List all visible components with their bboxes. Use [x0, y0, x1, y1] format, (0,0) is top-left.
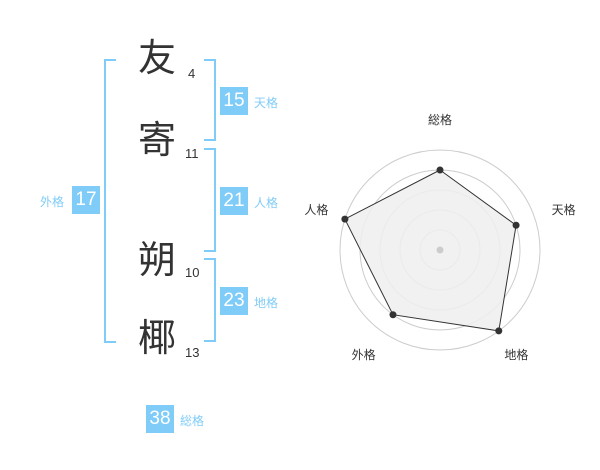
chikaku-value: 23 — [220, 287, 248, 315]
radar-point-5 — [341, 215, 349, 223]
tenkaku-bracket — [204, 59, 216, 141]
radar-axis-label: 総格 — [428, 112, 452, 127]
radar-grid-ring — [339, 149, 541, 351]
radar-axis-label: 地格 — [504, 347, 528, 362]
radar-point-1 — [436, 166, 444, 174]
stroke-count-4: 13 — [185, 345, 200, 360]
tenkaku-value: 15 — [220, 87, 248, 115]
radar-point-2 — [512, 221, 520, 229]
chikaku-bracket — [204, 258, 216, 342]
jinkaku-label: 人格 — [254, 196, 279, 210]
radar-center-dot — [436, 246, 444, 254]
jinkaku-bracket — [204, 148, 216, 252]
name-char-4: 椰 — [138, 316, 177, 360]
stroke-count-1: 4 — [188, 66, 196, 81]
name-char-1: 友 — [138, 36, 177, 80]
name-char-3: 朔 — [138, 238, 177, 282]
gaikaku-bracket — [104, 59, 116, 343]
radar-axis-label: 人格 — [304, 202, 328, 217]
name-char-2: 寄 — [138, 118, 177, 162]
soukaku-label: 総格 — [180, 414, 205, 428]
radar-axis-label: 外格 — [352, 347, 376, 362]
chikaku-label: 地格 — [254, 296, 279, 310]
radar-area — [344, 169, 517, 332]
radar-axis-label: 天格 — [552, 202, 576, 217]
radar-point-4 — [389, 311, 397, 319]
gaikaku-label: 外格 — [40, 195, 65, 209]
radar-point-3 — [495, 327, 503, 335]
stroke-count-3: 10 — [185, 265, 200, 280]
stroke-count-2: 11 — [185, 146, 199, 161]
gaikaku-value: 17 — [72, 186, 100, 214]
jinkaku-value: 21 — [220, 187, 248, 215]
tenkaku-label: 天格 — [254, 96, 279, 110]
soukaku-value: 38 — [146, 405, 174, 433]
